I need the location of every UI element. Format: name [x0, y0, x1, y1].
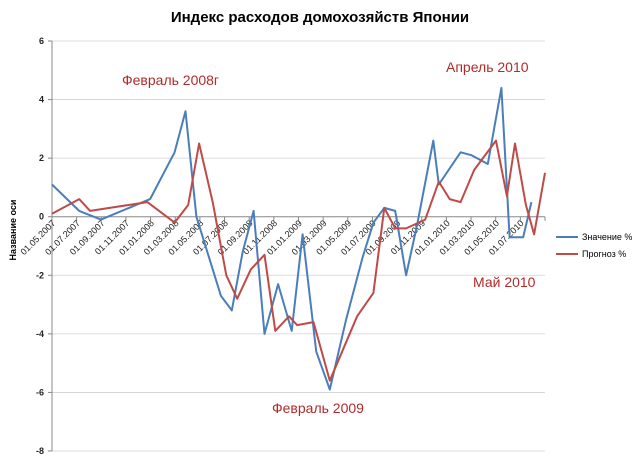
- series-lines: [51, 86, 546, 391]
- legend-label-2: Прогноз %: [582, 249, 626, 259]
- annotation-label-3: Май 2010: [473, 274, 536, 290]
- annotations: Февраль 2008г Апрель 2010 Май 2010 Февраль …: [122, 59, 536, 416]
- legend: Значение % Прогноз %: [556, 232, 632, 259]
- y-tick-labels: 6 4 2 0 -2 -4 -6 -8: [36, 36, 44, 456]
- axes: [48, 40, 546, 452]
- y-tick-label: -2: [36, 270, 44, 280]
- y-axis-label: Название оси: [8, 200, 18, 261]
- y-tick-label: -8: [36, 446, 44, 456]
- y-tick-label: 0: [39, 212, 44, 222]
- y-tick-label: -6: [36, 387, 44, 397]
- annotation-label-2: Апрель 2010: [446, 59, 529, 75]
- y-tick-label: 6: [39, 36, 44, 46]
- series-line-1: [51, 86, 533, 391]
- x-tick-labels: 01.05.200701.07.200701.09.200701.11.2007…: [18, 218, 525, 257]
- gridlines: [52, 40, 545, 452]
- series-line-2: [51, 139, 546, 382]
- annotation-label-4: Февраль 2009: [272, 400, 364, 416]
- chart-title: Индекс расходов домохозяйств Японии: [171, 9, 469, 26]
- y-tick-label: 2: [39, 153, 44, 163]
- y-tick-label: 4: [39, 95, 44, 105]
- legend-label-1: Значение %: [582, 232, 632, 242]
- y-tick-label: -4: [36, 329, 44, 339]
- annotation-label-1: Февраль 2008г: [122, 72, 219, 88]
